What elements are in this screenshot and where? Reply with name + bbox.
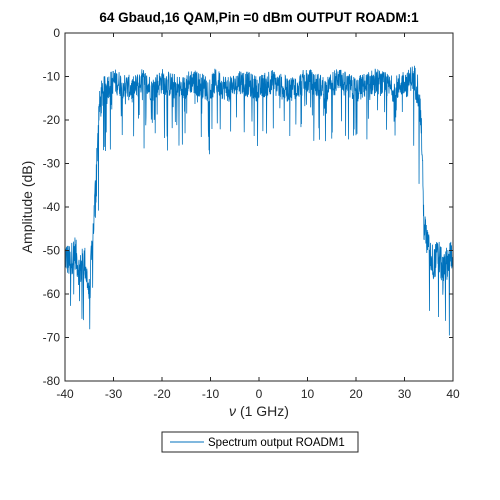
y-tick-label: -50	[43, 244, 61, 258]
y-tick-label: -20	[43, 113, 61, 127]
y-tick-label: -30	[43, 157, 61, 171]
x-tick-label: 0	[256, 387, 263, 401]
y-tick-label: -70	[43, 331, 61, 345]
legend-box	[161, 431, 359, 453]
x-tick-label: 10	[301, 387, 315, 401]
y-tick-label: -10	[43, 70, 61, 84]
x-axis-unit: (1 GHz)	[240, 403, 289, 419]
y-tick-label: -60	[43, 287, 61, 301]
x-tick-label: 20	[349, 387, 363, 401]
x-tick-label: -20	[153, 387, 171, 401]
legend: Spectrum output ROADM1	[161, 431, 359, 453]
series-layer	[65, 65, 453, 336]
x-tick-label: -40	[56, 387, 74, 401]
y-axis-label: Amplitude (dB)	[19, 161, 35, 254]
y-axis: 0 -10 -20 -30 -40 -50 -60 -70 -80	[43, 26, 453, 388]
y-tick-label: -80	[43, 374, 61, 388]
chart-title: 64 Gbaud,16 QAM,Pin =0 dBm OUTPUT ROADM:…	[99, 10, 419, 25]
y-tick-label: -40	[43, 200, 61, 214]
x-axis-label: ν (1 GHz)	[229, 403, 289, 419]
x-tick-label: 30	[398, 387, 412, 401]
x-axis: -40 -30 -20 -10 0 10 20 30 40	[56, 33, 460, 401]
x-tick-label: -30	[105, 387, 123, 401]
x-tick-label: -10	[202, 387, 220, 401]
x-axis-symbol: ν	[229, 403, 236, 419]
legend-entry: Spectrum output ROADM1	[208, 437, 345, 449]
x-tick-label: 40	[446, 387, 460, 401]
y-tick-label: 0	[53, 26, 60, 40]
series-line-0	[65, 65, 453, 336]
